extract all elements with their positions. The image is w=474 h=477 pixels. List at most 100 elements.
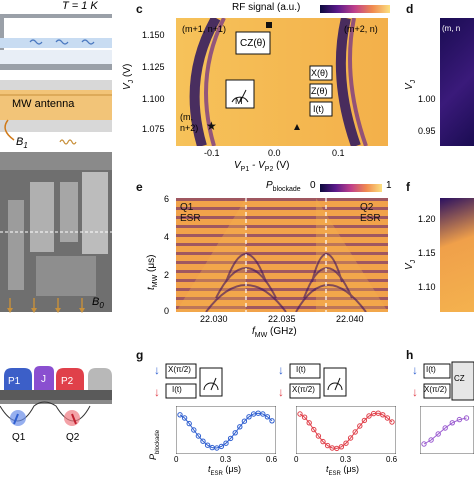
data-point [218, 443, 225, 450]
panel-c-region-3b: n+2) [180, 123, 199, 133]
panel-c-region-3a: (m, [180, 112, 193, 122]
panel-g-c1-top: X(π/2) [168, 365, 191, 374]
panel-g-ylabel: Pblockade [148, 429, 161, 460]
fit-line [179, 412, 273, 449]
panel-e-ytick-2: 2 [164, 270, 170, 280]
b1-label: B1 [16, 136, 28, 151]
panel-g-c2-top: I(t) [296, 365, 306, 374]
wave-icon [29, 39, 43, 45]
panel-letter-g: g [136, 348, 144, 362]
data-point [237, 424, 243, 430]
data-point [301, 414, 308, 420]
qubit-label-q2: Q2 [66, 432, 80, 443]
panel-e-xtick-1: 22.035 [268, 314, 296, 324]
panel-f-map [440, 198, 474, 312]
panel-e-q2-label: Q2 ESR [360, 202, 381, 224]
panel-c-ytick-0: 1.150 [142, 30, 165, 40]
data-point [195, 433, 202, 439]
data-point [338, 444, 345, 450]
gate-label-p2: P2 [61, 376, 74, 387]
panel-h-plot [420, 406, 474, 454]
panel-g-left-xtick-0: 0 [174, 455, 179, 464]
panel-e-ylabel: tMW (μs) [146, 254, 159, 290]
panel-e-colorbar-title: Pblockade [266, 180, 301, 193]
panel-g-c2-bottom: X(π/2) [292, 385, 315, 394]
panel-b: P1 J P2 Q1 Q2 [0, 360, 112, 450]
data-point [449, 420, 455, 426]
panel-h-bottom: X(π/2) [424, 385, 447, 394]
svg-text:↓: ↓ [278, 363, 284, 377]
panel-c-ytick-3: 1.075 [142, 124, 165, 134]
data-point [177, 412, 183, 418]
panel-h-circuit: ↓ ↓ [412, 361, 474, 401]
panel-e-q1-label: Q1 ESR [180, 202, 201, 224]
gate-label-p1: P1 [8, 376, 21, 387]
panel-e-xtick-0: 22.030 [200, 314, 228, 324]
panel-c-ytick-2: 1.100 [142, 94, 165, 104]
wave-icon [55, 39, 69, 45]
q2-blob [64, 410, 80, 426]
panel-e-ytick-1: 4 [164, 232, 170, 242]
data-point [223, 440, 229, 446]
data-point [380, 412, 386, 418]
data-point [320, 438, 326, 445]
panel-letter-d: d [406, 2, 414, 16]
gate-label-j: J [41, 374, 46, 385]
panel-c-ytick-1: 1.125 [142, 62, 165, 72]
panel-g-xlabel-right: tESR (μs) [326, 464, 360, 477]
data-point [456, 416, 463, 423]
data-point [389, 419, 395, 425]
panel-d-ylabel: VJ [404, 79, 417, 90]
panel-h-cz: CZ [454, 374, 465, 383]
data-point [232, 430, 238, 436]
panel-c-xlabel: VP1 - VP2 (V) [234, 160, 290, 173]
panel-c-colorbar-title: RF signal (a.u.) [232, 2, 301, 13]
data-point [269, 418, 275, 424]
qubit-label-q1: Q1 [12, 432, 26, 443]
panel-e-colorbar-max: 1 [386, 180, 392, 191]
gate-j [34, 366, 54, 390]
b1-arrow-icon [4, 119, 15, 141]
gate-p2 [56, 368, 84, 390]
data-point [246, 414, 252, 420]
data-point [375, 410, 381, 416]
data-point [264, 414, 271, 420]
star-marker: ★ [206, 119, 217, 133]
panel-g-left-plot [176, 406, 276, 454]
panel-b-graphic [0, 366, 112, 426]
panel-d-ytick-1: 0.95 [418, 126, 436, 136]
b1-wave-icon [59, 139, 77, 145]
wave-icon [81, 39, 95, 45]
data-point [181, 415, 188, 421]
data-point [227, 435, 234, 442]
antenna-label: MW antenna [12, 98, 75, 110]
panel-c-xtick-1: 0.0 [268, 148, 281, 158]
svg-text:↓: ↓ [154, 385, 160, 399]
panel-c-gate-z: Z(θ) [311, 86, 328, 96]
gate-p1 [4, 368, 32, 390]
q1-blob [10, 410, 26, 426]
fit-line [423, 417, 467, 445]
panel-f-ytick-2: 1.10 [418, 282, 436, 292]
panel-c-region-2: (m+2, n) [344, 24, 378, 34]
svg-text:↓: ↓ [412, 385, 418, 399]
panel-e-ytick-3: 0 [164, 306, 170, 316]
panel-letter-c: c [136, 2, 143, 16]
data-point [343, 440, 349, 446]
panel-g-xlabel-left: tESR (μs) [208, 464, 242, 477]
data-point [200, 438, 206, 444]
panel-c-gate-i: I(t) [313, 104, 324, 114]
square-marker [266, 22, 272, 28]
data-point [334, 445, 340, 452]
data-point [384, 415, 391, 421]
data-point [297, 411, 303, 417]
temperature-label: T = 1 K [62, 0, 98, 12]
data-point [421, 441, 427, 447]
panel-c-region-1: (m+1, n+1) [182, 24, 227, 34]
panel-g-left-xtick-1: 0.3 [220, 455, 232, 464]
data-point [463, 415, 470, 421]
svg-text:↓: ↓ [154, 363, 160, 377]
svg-text:↓: ↓ [278, 385, 284, 399]
panel-g-c1-bottom: I(t) [172, 385, 182, 394]
data-point [241, 418, 248, 424]
